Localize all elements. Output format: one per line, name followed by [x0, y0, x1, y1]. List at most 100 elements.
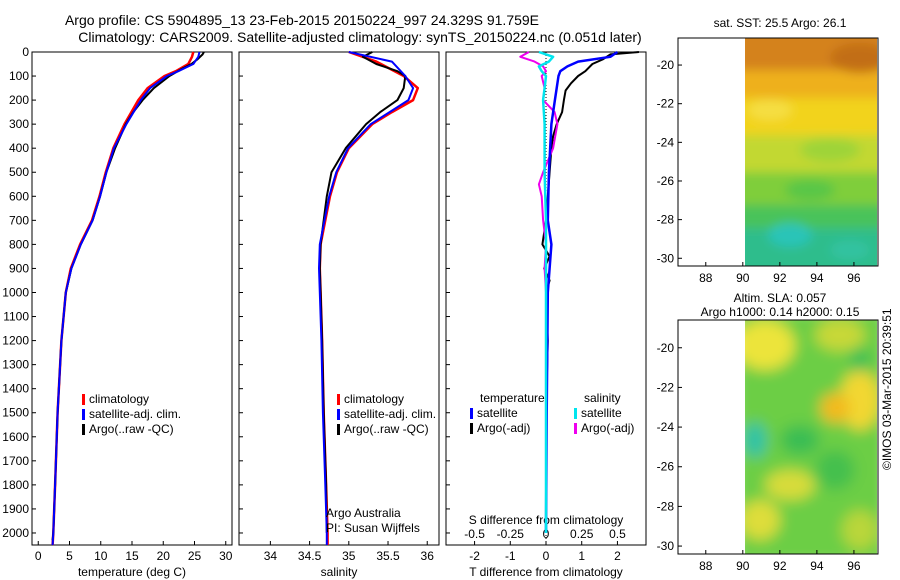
temp-legend-swatch [82, 424, 85, 435]
sdiff-satellite-line [537, 50, 555, 533]
temperature-ytick-label: 2000 [2, 526, 29, 540]
sal-argo-line [318, 51, 407, 534]
temperature-ytick-label: 300 [9, 117, 29, 131]
salinity-frame [238, 51, 440, 546]
temperature-ytick-label: 400 [9, 141, 29, 155]
temperature-ytick-label: 600 [9, 189, 29, 203]
sst_map-ytick-label: -20 [657, 58, 675, 72]
temperature-xtick-label: 20 [157, 549, 171, 563]
sla_map-xtick-label: 90 [736, 559, 750, 573]
temperature-ytick-label: 1200 [2, 334, 29, 348]
salinity-xtick-label: 35.5 [376, 549, 400, 563]
temperature-xtick-label: 5 [66, 549, 73, 563]
temp-legend-label: Argo(..raw -QC) [89, 422, 174, 436]
temp-argo-line [51, 51, 205, 541]
sla_map-xtick-label: 92 [773, 559, 787, 573]
salinity-xtick-label: 36 [421, 549, 435, 563]
temperature-ytick-label: 0 [22, 45, 29, 59]
temperature-ytick-label: 100 [9, 69, 29, 83]
diff-legend-temp-label: satellite [477, 406, 518, 420]
sst_map-ytick-label: -26 [657, 174, 675, 188]
sdiff-tick-label: 0.5 [609, 527, 626, 541]
sst_map-xtick-label: 90 [736, 271, 750, 285]
difference-xtick-label: 2 [614, 549, 621, 563]
temperature-xtick-label: 0 [35, 549, 42, 563]
temp-satellite-line [51, 51, 201, 546]
temperature-axes: 0 5 10 15 20 25 300100200300400500600700800900… [2, 45, 232, 579]
sla_map-frame [677, 319, 879, 555]
sst_map-xtick-label: 96 [847, 271, 861, 285]
sla_map-ytick-label: -26 [657, 460, 675, 474]
temp-legend-swatch [82, 409, 85, 420]
temperature-ytick-label: 1100 [3, 310, 29, 324]
sla_map-ytick-label: -20 [657, 341, 675, 355]
temperature-ytick-label: 1500 [2, 406, 29, 420]
pi-label: PI: Susan Wijffels [326, 521, 420, 535]
sst_map-xtick-label: 88 [699, 271, 713, 285]
diff-legend-sal-swatch [574, 423, 577, 434]
sdiff-tick-label: -0.5 [464, 527, 485, 541]
sst_map-ytick-label: -30 [657, 251, 675, 265]
difference-xlabel: T difference from climatology [469, 565, 623, 579]
temperature-ytick-label: 200 [9, 93, 29, 107]
sla_map-xtick-label: 96 [847, 559, 861, 573]
temperature-ytick-label: 1300 [2, 358, 29, 372]
sst_map-ytick-label: -28 [657, 213, 675, 227]
sst_map-frame [677, 37, 879, 267]
diff-legend-sal-swatch [574, 408, 577, 419]
sla_map-ytick-label: -30 [657, 539, 675, 553]
diff-legend-temp-label: Argo(-adj) [477, 421, 530, 435]
salinity-xlabel: salinity [321, 565, 358, 579]
imos-credit: ©IMOS 03-Mar-2015 20:39:51 [880, 308, 894, 470]
difference-xtick-label: 0 [543, 549, 550, 563]
diff-legend-sal-label: Argo(-adj) [581, 421, 634, 435]
sla_map-ytick-label: -28 [657, 499, 675, 513]
temperature-xtick-label: 10 [94, 549, 108, 563]
sal-legend-label: satellite-adj. clim. [344, 407, 436, 421]
temperature-ytick-label: 1700 [2, 454, 29, 468]
sla_map-ytick-label: -22 [657, 380, 675, 394]
sla_map-xtick-label: 94 [810, 559, 824, 573]
temperature-ytick-label: 1600 [2, 430, 29, 444]
sst_map-title: sat. SST: 25.5 Argo: 26.1 [714, 16, 847, 30]
temp-legend-swatch [82, 394, 85, 405]
temperature-ytick-label: 1900 [2, 502, 29, 516]
temperature-ytick-label: 900 [9, 261, 29, 275]
temperature-ytick-label: 700 [9, 213, 29, 227]
diff-legend-temperature-heading: temperature [480, 391, 545, 405]
temperature-ytick-label: 500 [9, 165, 29, 179]
sst_map-xtick-label: 92 [773, 271, 787, 285]
sla_map-title: Argo h1000: 0.14 h2000: 0.15 [701, 305, 860, 319]
temperature-ytick-label: 1400 [2, 382, 29, 396]
tdiff-satellite-line [544, 50, 619, 534]
plot-title-line-2: Climatology: CARS2009. Satellite-adjuste… [78, 29, 642, 45]
sla_map-title: Altim. SLA: 0.057 [734, 291, 827, 305]
sst-heatmap [745, 38, 877, 266]
temperature-xlabel: temperature (deg C) [78, 565, 186, 579]
sst_map-xtick-label: 94 [810, 271, 824, 285]
sdiff-tick-label: -0.25 [497, 527, 525, 541]
diff-legend-sal-label: satellite [581, 406, 622, 420]
plot-title-line-1: Argo profile: CS 5904895_13 23-Feb-2015 … [64, 12, 540, 28]
difference-xtick-label: -2 [469, 549, 480, 563]
difference-xtick-label: 1 [578, 549, 585, 563]
sst_map-ytick-label: -22 [657, 97, 675, 111]
salinity-xtick-label: 34 [264, 549, 278, 563]
sst_map-ytick-label: -24 [657, 135, 675, 149]
salinity-xtick-label: 34.5 [298, 549, 322, 563]
sla_map-xtick-label: 88 [699, 559, 713, 573]
sdiff-tick-label: 0 [543, 527, 550, 541]
diff-legend-salinity-heading: salinity [584, 391, 621, 405]
sal-legend-swatch [337, 424, 340, 435]
salinity-xtick-label: 35 [342, 549, 356, 563]
sla-heatmap [745, 320, 877, 554]
sal-legend-label: Argo(..raw -QC) [344, 422, 429, 436]
temperature-xtick-label: 25 [188, 549, 202, 563]
temperature-ytick-label: 1000 [2, 285, 29, 299]
diff-legend-temp-swatch [470, 423, 473, 434]
sdiff-tick-label: 0.25 [570, 527, 594, 541]
temperature-xtick-label: 30 [219, 549, 233, 563]
temperature-ytick-label: 800 [9, 237, 29, 251]
temp-legend-label: satellite-adj. clim. [89, 407, 181, 421]
sal-legend-swatch [337, 394, 340, 405]
